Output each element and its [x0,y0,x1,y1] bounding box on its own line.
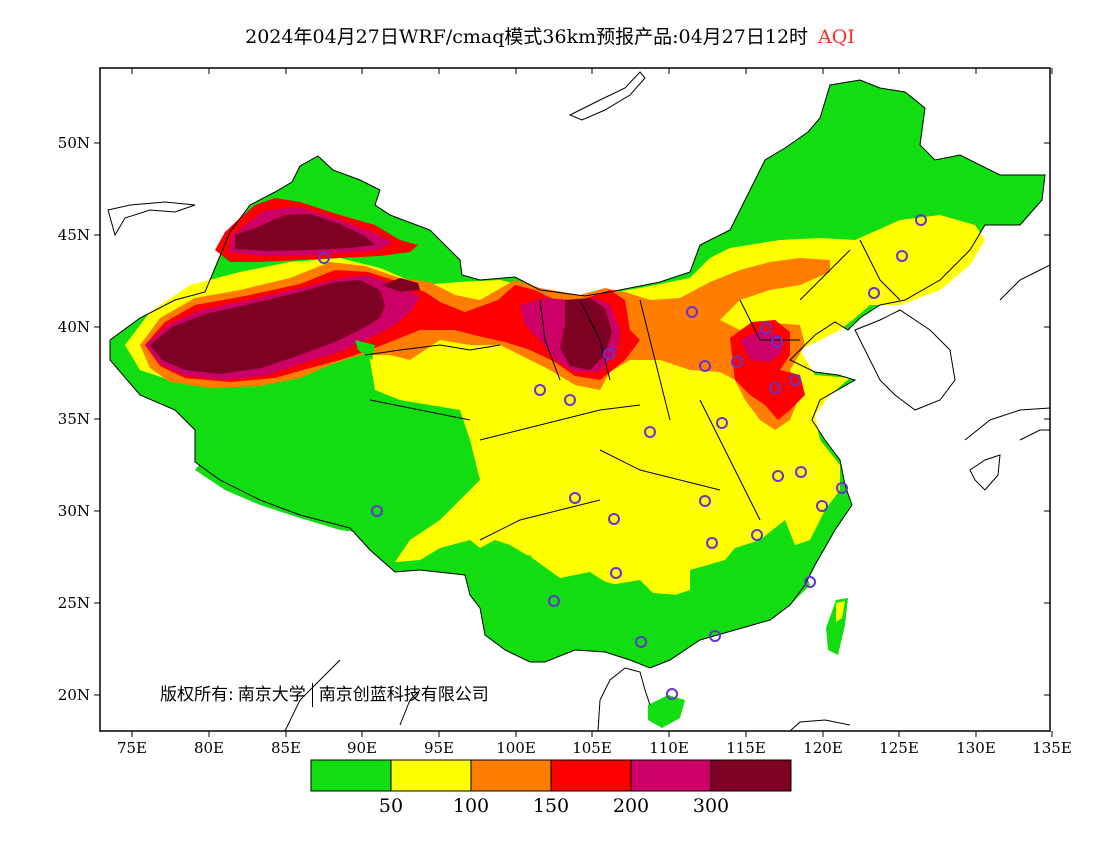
longitude-axis: 75E 80E 85E 90E 95E 100E 105E 110E 115E 120E 125E 1… [117,68,1072,757]
lon-tick-label: 135E [1032,739,1072,757]
copyright-org1: 南京大学 [237,685,306,705]
boundaries [107,71,1050,731]
colorbar-segment [710,759,792,792]
lon-tick-label: 95E [424,739,454,757]
latitude-axis: 50N 45N 40N 35N 30N 25N 20N [58,134,1050,704]
copyright-org2: 南京创蓝科技有限公司 [318,685,489,705]
map-frame [99,67,1051,732]
lat-tick-label: 50N [58,134,90,152]
hainan [648,695,685,728]
lon-tick-label: 75E [117,739,147,757]
map-title: 2024年04月27日WRF/cmaq模式36km预报产品:04月27日12时 A… [0,22,1100,49]
colorbar-segment [630,759,712,792]
colorbar-label: 300 [693,795,729,817]
copyright-separator [311,683,313,707]
map-field [110,80,1045,728]
lon-tick-label: 110E [649,739,689,757]
title-main: 2024年04月27日WRF/cmaq模式36km预报产品:04月27日12时 [245,26,809,48]
colorbar-segment [310,759,392,792]
copyright-text: 版权所有: 南京大学 南京创蓝科技有限公司 [160,680,489,707]
title-variable: AQI [818,26,855,48]
lon-tick-label: 120E [803,739,843,757]
colorbar-segment [550,759,632,792]
colorbar: 50 100 150 200 300 [310,759,792,817]
lon-tick-label: 125E [879,739,919,757]
colorbar-label: 50 [379,795,403,817]
lat-tick-label: 30N [58,502,90,520]
station-markers [318,214,927,700]
lat-tick-label: 40N [58,318,90,336]
colorbar-label: 200 [613,795,649,817]
copyright-prefix: 版权所有: [160,685,234,705]
lon-tick-label: 130E [956,739,996,757]
lon-tick-label: 80E [194,739,224,757]
colorbar-segment [470,759,552,792]
colorbar-label: 100 [453,795,489,817]
lon-tick-label: 90E [347,739,377,757]
colorbar-segment [390,759,472,792]
colorbar-label: 150 [533,795,569,817]
lat-tick-label: 45N [58,226,90,244]
lat-tick-label: 20N [58,686,90,704]
lon-tick-label: 100E [496,739,536,757]
lon-tick-label: 115E [726,739,766,757]
lat-tick-label: 25N [58,594,90,612]
lon-tick-label: 105E [572,739,612,757]
lon-tick-label: 85E [271,739,301,757]
lat-tick-label: 35N [58,410,90,428]
